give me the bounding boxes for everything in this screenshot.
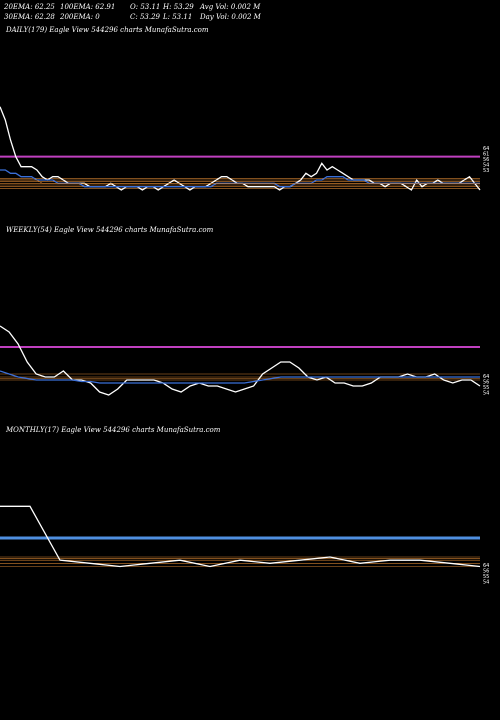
daily-tick-label: 61 bbox=[483, 152, 489, 158]
weekly-panel-title: WEEKLY(54) Eagle View 544296 charts Muna… bbox=[6, 226, 214, 234]
ema30-label: 30EMA: 62.28 bbox=[4, 13, 55, 21]
monthly-panel-title: MONTHLY(17) Eagle View 544296 charts Mun… bbox=[6, 426, 221, 434]
daily-tick-label: 53 bbox=[483, 168, 489, 174]
weekly-tick-label: 55 bbox=[483, 385, 489, 391]
close-label: C: 53.29 bbox=[130, 13, 160, 21]
avg-vol-label: Avg Vol: 0.002 M bbox=[200, 3, 261, 11]
low-label: L: 53.11 bbox=[163, 13, 193, 21]
monthly-tick-label: 55 bbox=[483, 574, 489, 580]
daily-panel-title: DAILY(179) Eagle View 544296 charts Muna… bbox=[6, 26, 209, 34]
weekly-tick-label: 54 bbox=[483, 391, 489, 397]
monthly-tick-label: 54 bbox=[483, 580, 489, 586]
high-label: H: 53.29 bbox=[163, 3, 194, 11]
monthly-price-line bbox=[0, 505, 481, 568]
weekly-ema-line bbox=[0, 370, 480, 384]
ema20-label: 20EMA: 62.25 bbox=[4, 3, 55, 11]
weekly-tick-label: 56 bbox=[483, 380, 489, 386]
monthly-tick-label: 56 bbox=[483, 569, 489, 575]
daily-tick-label: 56 bbox=[483, 157, 489, 163]
weekly-tick-label: 64 bbox=[483, 374, 489, 380]
open-label: O: 53.11 bbox=[130, 3, 161, 11]
day-vol-label: Day Vol: 0.002 M bbox=[200, 13, 261, 21]
daily-tick-label: 54 bbox=[483, 163, 489, 169]
daily-avg-line bbox=[0, 179, 480, 184]
weekly-price-line bbox=[0, 325, 481, 396]
ema200-label: 200EMA: 0 bbox=[60, 13, 100, 21]
daily-tick-label: 64 bbox=[483, 146, 489, 152]
daily-price-line bbox=[0, 106, 481, 191]
ema100-label: 100EMA: 62.91 bbox=[60, 3, 116, 11]
monthly-tick-label: 64 bbox=[483, 563, 489, 569]
